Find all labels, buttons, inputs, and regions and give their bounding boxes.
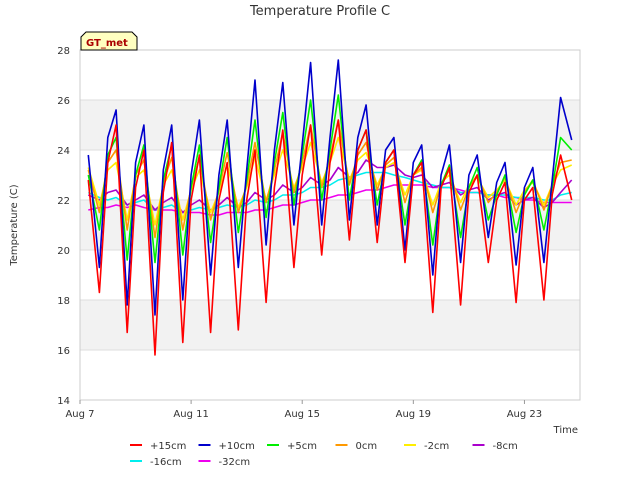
legend-label: -2cm [424,441,449,452]
chart-title: Temperature Profile C [249,4,390,19]
legend-label: +10cm [219,441,255,452]
y-tick-label: 28 [57,46,70,57]
x-tick-label: Aug 23 [507,409,542,420]
x-tick-label: Aug 7 [65,409,94,420]
legend-label: -32cm [219,457,251,468]
annotation-box [80,31,138,51]
y-tick-label: 26 [57,96,70,107]
y-tick-labels: 14 16 18 20 22 24 26 28 [57,46,70,407]
series-line-+10cm [87,59,573,316]
series-line-0cm [87,119,572,239]
x-tick-label: Aug 19 [396,409,431,420]
legend-label: 0cm [356,441,378,452]
background-bands [80,100,580,350]
legend-label: -8cm [493,441,518,452]
y-tick-label: 22 [57,196,70,207]
x-tick-labels: Aug 7 Aug 11 Aug 15 Aug 19 Aug 23 [65,400,542,420]
band [80,300,580,350]
x-tick-label: Aug 15 [285,409,320,420]
legend-label: -16cm [150,457,182,468]
y-tick-label: 18 [57,296,70,307]
legend-label: +5cm [287,441,317,452]
x-axis-label: Time [553,425,578,436]
y-tick-label: 14 [57,396,70,407]
y-tick-label: 20 [57,246,70,257]
y-tick-label: 16 [57,346,70,357]
x-tick-label: Aug 11 [173,409,208,420]
legend: +15cm +10cm +5cm 0cm -2cm -8cm -16cm -32cm [130,441,518,468]
y-tick-label: 24 [57,146,70,157]
plot-frame [79,49,581,401]
annotation-label: GT_met [86,38,128,49]
legend-label: +15cm [150,441,186,452]
gt-met-annotation: GT_met [80,31,138,51]
band [80,200,580,250]
series-line-+15cm [87,119,573,356]
series-lines [87,59,573,356]
y-axis-label: Temperature (C) [9,184,20,266]
